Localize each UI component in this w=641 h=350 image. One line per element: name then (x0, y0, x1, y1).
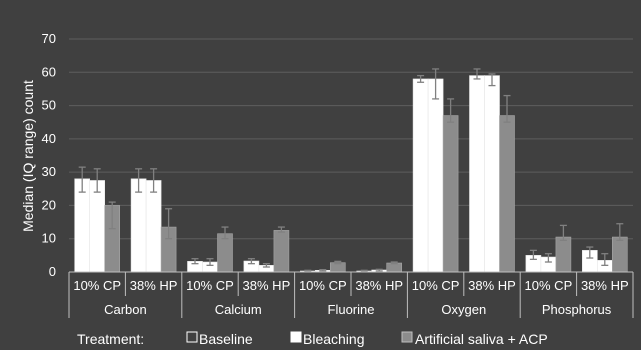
y-tick-label: 10 (42, 231, 56, 246)
bar-baseline (130, 178, 147, 273)
bar-baseline (74, 178, 90, 273)
y-tick-label: 0 (49, 264, 56, 279)
legend-swatch-artificial-saliva-acp (401, 331, 413, 343)
category-label-treatment: 38% HP (355, 278, 403, 293)
category-axis: 10% CP 38% HP 10% CP 38% HP 10% CP 38% HP 10% … (68, 271, 634, 318)
category-label-treatment: 10% CP (299, 278, 347, 293)
gridlines (69, 38, 633, 240)
category-label-treatment: 38% HP (468, 278, 516, 293)
bar-bleaching (89, 180, 105, 273)
bar-artificial-saliva-acp (386, 262, 403, 273)
category-label-treatment: 38% HP (581, 278, 629, 293)
legend: Treatment: Baseline Bleaching Artificial… (77, 331, 548, 347)
legend-title: Treatment: (77, 331, 144, 347)
bar-bleaching (145, 180, 162, 273)
category-label-treatment: 38% HP (243, 278, 291, 293)
category-label-carbon: Carbon (104, 302, 147, 317)
category-label-treatment: 10% CP (412, 278, 460, 293)
y-tick-label: 20 (42, 197, 56, 212)
category-label-treatment: 10% CP (186, 278, 234, 293)
error-bars (78, 68, 624, 272)
y-axis-label: Median (IQ range) count (20, 80, 36, 232)
category-label-calcium: Calcium (215, 302, 262, 317)
category-label-fluorine: Fluorine (328, 302, 375, 317)
bar-baseline (412, 78, 429, 273)
y-tick-label: 50 (42, 98, 56, 113)
category-label-treatment: 10% CP (73, 278, 121, 293)
legend-label-baseline: Baseline (199, 331, 253, 347)
y-tick-label: 60 (42, 64, 56, 79)
bar-bleaching (484, 75, 500, 273)
y-tick-label: 30 (42, 164, 56, 179)
bar-artificial-saliva-acp (555, 236, 572, 273)
bar-artificial-saliva-acp (611, 236, 628, 273)
legend-swatch-bleaching (290, 331, 302, 343)
category-label-oxygen: Oxygen (441, 302, 486, 317)
bar-bleaching (427, 78, 444, 273)
legend-swatch-baseline (186, 331, 198, 343)
legend-label-bleaching: Bleaching (303, 331, 365, 347)
bar-baseline (469, 75, 485, 273)
bar-artificial-saliva-acp (499, 115, 515, 273)
y-tick-label: 40 (42, 131, 56, 146)
y-tick-label: 70 (42, 31, 56, 46)
category-label-phosphorus: Phosphorus (542, 302, 612, 317)
y-axis-ticks: 0 10 20 30 40 50 60 70 (42, 31, 56, 279)
bar-artificial-saliva-acp (217, 233, 233, 273)
category-label-treatment: 38% HP (130, 278, 178, 293)
category-label-treatment: 10% CP (525, 278, 573, 293)
legend-label-artificial-saliva-acp: Artificial saliva + ACP (415, 331, 548, 347)
bar-artificial-saliva-acp (442, 115, 459, 273)
bar-artificial-saliva-acp (273, 230, 290, 273)
